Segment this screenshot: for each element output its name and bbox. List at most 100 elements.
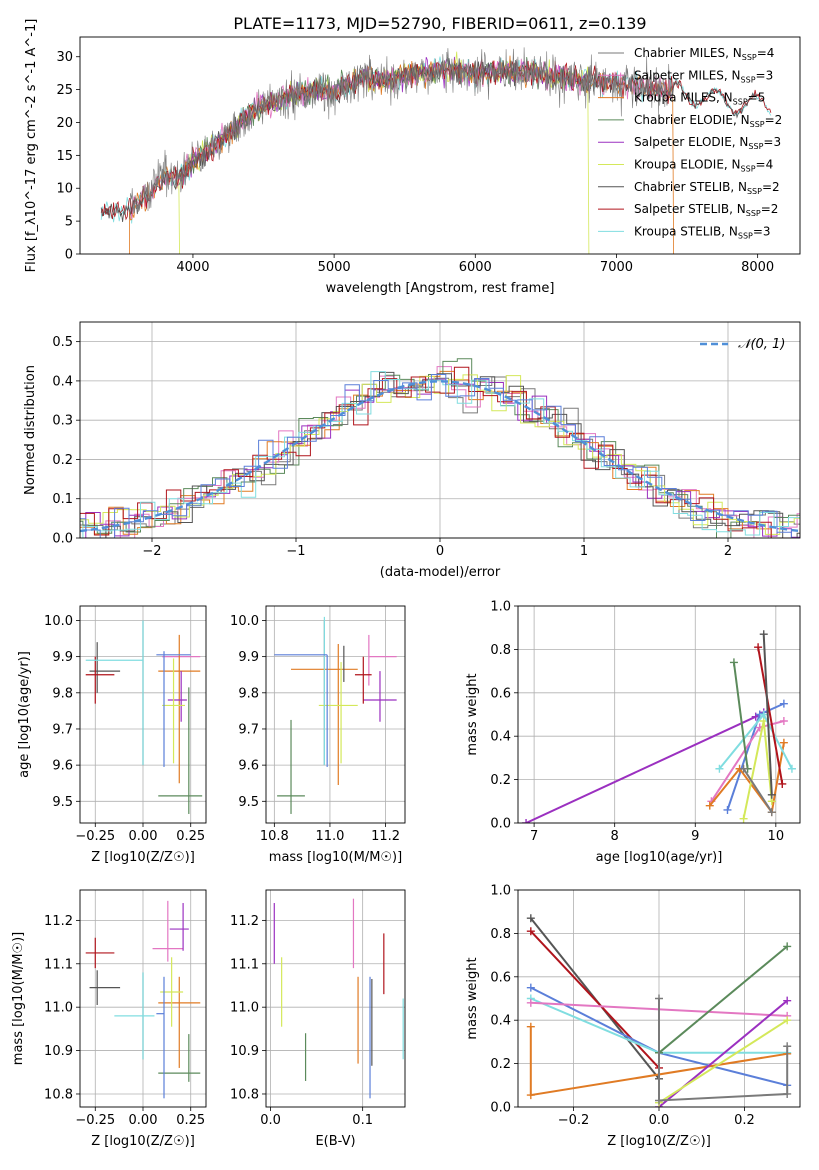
y-tick-label: 0.4 (490, 1014, 511, 1029)
plot-frame (79, 36, 801, 255)
plot-frame (265, 889, 406, 1108)
mass-vs-ebv-points (273, 898, 404, 1099)
y-tick-label: 9.7 (52, 722, 73, 737)
mass-vs-Z-axes: −0.25 0.00 0.25 10.8 10.9 11.0 11.1 11.2 Z [log1… (11, 890, 206, 1149)
y-tick-label: 9.5 (52, 795, 73, 810)
legend-subscript: SSP (748, 142, 763, 151)
y-axis-label: Flux [f_λ10^-17 erg cm^-2 s^-1 A^-1] (24, 19, 39, 273)
x-tick-label: −0.2 (558, 1113, 590, 1128)
plot-frame (517, 889, 801, 1108)
legend-nssp: =2 (762, 180, 780, 194)
y-tick-label: 9.8 (238, 686, 259, 701)
x-axis-label: E(B-V) (315, 1134, 355, 1149)
legend-nssp: =3 (753, 224, 771, 238)
y-tick-label: 11.1 (230, 957, 259, 972)
x-tick-label: 0.1 (352, 1113, 373, 1128)
legend-nssp: =3 (756, 68, 774, 82)
y-tick-label: 10.9 (230, 1044, 259, 1059)
series-line-kroupa-elodie (658, 1019, 788, 1104)
y-axis-label: mass weight (465, 673, 480, 755)
y-tick-label: 9.9 (238, 650, 259, 665)
x-axis-label: Z [log10(Z/Z☉)] (91, 1134, 195, 1149)
series-marker (783, 1089, 792, 1098)
histogram-salpeter-elodie (80, 378, 800, 538)
legend-label: Kroupa MILES, NSSP=5 (634, 91, 765, 107)
y-tick-label: 11.2 (230, 914, 259, 929)
x-tick-label: −0.25 (75, 829, 115, 844)
y-tick-label: 0.2 (490, 1057, 511, 1072)
x-axis-label: Z [log10(Z/Z☉)] (607, 1134, 711, 1149)
x-tick-label: 8000 (741, 260, 774, 275)
mass-vs-ebv-axes: 0.0 0.1 10.8 10.9 11.0 11.1 11.2 E(B-V) (230, 890, 405, 1149)
series-marker (526, 998, 535, 1007)
x-tick-label: 8 (611, 829, 619, 844)
legend-nssp: =2 (765, 113, 783, 127)
plot-frame (265, 605, 406, 824)
y-tick-label: 10.9 (44, 1044, 73, 1059)
y-tick-label: 9.6 (238, 759, 259, 774)
spectrum-line-chabrier-miles (129, 47, 673, 220)
x-tick-label: 0.0 (260, 1113, 281, 1128)
series-marker (655, 1096, 663, 1105)
normal-curve (80, 380, 800, 533)
plot-frame (79, 605, 207, 824)
y-axis-label: age [log10(age/yr)] (17, 651, 32, 778)
series-marker (754, 643, 763, 652)
series-line-chabrier-miles (742, 768, 773, 813)
y-tick-label: 0.2 (490, 773, 511, 788)
series-marker (526, 914, 535, 923)
legend-label: Salpeter ELODIE, NSSP=3 (634, 135, 781, 151)
x-tick-label: 7000 (600, 260, 633, 275)
y-tick-label: 10.0 (44, 614, 73, 629)
y-tick-label: 11.0 (44, 1001, 73, 1016)
x-tick-label: 11.0 (315, 829, 344, 844)
histogram-blue (80, 374, 800, 538)
x-tick-label: −0.25 (75, 1113, 115, 1128)
x-tick-label: 10 (768, 829, 785, 844)
y-tick-label: 0.8 (490, 643, 511, 658)
x-tick-label: 4000 (176, 260, 209, 275)
x-tick-label: −2 (142, 544, 161, 559)
histogram-salpeter-miles (80, 366, 800, 538)
y-tick-label: 0.0 (490, 1101, 511, 1116)
spectrum-axes: 4000 5000 6000 7000 8000 0 5 10 15 20 25 30 waveleng… (24, 19, 774, 296)
series-marker (655, 994, 663, 1003)
series-marker (723, 805, 732, 814)
x-tick-label: 10.8 (260, 829, 289, 844)
y-tick-label: 0.0 (490, 817, 511, 832)
x-axis-label: wavelength [Angstrom, rest frame] (326, 281, 555, 296)
mass-weight-vs-Z-lines (526, 914, 792, 1107)
y-tick-label: 0.6 (490, 686, 511, 701)
plots-group: 4000 5000 6000 7000 8000051015202530waveleng… (11, 19, 801, 1149)
y-axis-label: mass weight (465, 957, 480, 1039)
y-tick-label: 10.8 (44, 1087, 73, 1102)
series-marker (787, 764, 796, 773)
y-tick-label: 11.0 (230, 1001, 259, 1016)
legend-label: Salpeter STELIB, NSSP=2 (634, 202, 778, 218)
x-tick-label: −1 (286, 544, 305, 559)
mass-weight-vs-age-lines (522, 630, 796, 823)
y-tick-label: 25 (56, 83, 73, 98)
y-tick-label: 0.5 (52, 335, 73, 350)
legend-subscript: SSP (742, 53, 757, 62)
y-axis-label: Normed distribution (23, 365, 38, 495)
age-vs-mass-axes: 10.8 11.0 11.2 9.5 9.6 9.7 9.8 9.9 10.0 mass [log… (230, 606, 405, 865)
x-tick-label: 0.0 (649, 1113, 670, 1128)
series-line-chabrier-miles (658, 998, 789, 1102)
y-tick-label: 10.8 (230, 1087, 259, 1102)
y-tick-label: 30 (56, 50, 73, 65)
legend-nssp: =2 (761, 202, 779, 216)
legend-subscript: SSP (746, 209, 761, 218)
y-tick-label: 0.6 (490, 970, 511, 985)
series-line-chabrier-elodie (732, 662, 749, 769)
y-tick-label: 20 (56, 116, 73, 131)
mass-weight-vs-Z-axes: −0.2 0.0 0.2 0.0 0.2 0.4 0.6 0.8 1.0 Z [log10(Z/Z… (465, 884, 800, 1149)
x-axis-label: mass [log10(M/M☉)] (269, 850, 402, 865)
series-marker (522, 819, 531, 823)
series-marker (783, 942, 792, 951)
x-tick-label: 0.25 (176, 829, 205, 844)
x-tick-label: 6000 (459, 260, 492, 275)
legend-label: Kroupa ELODIE, NSSP=4 (634, 158, 773, 174)
spectrum-line-kroupa-miles (129, 55, 674, 254)
